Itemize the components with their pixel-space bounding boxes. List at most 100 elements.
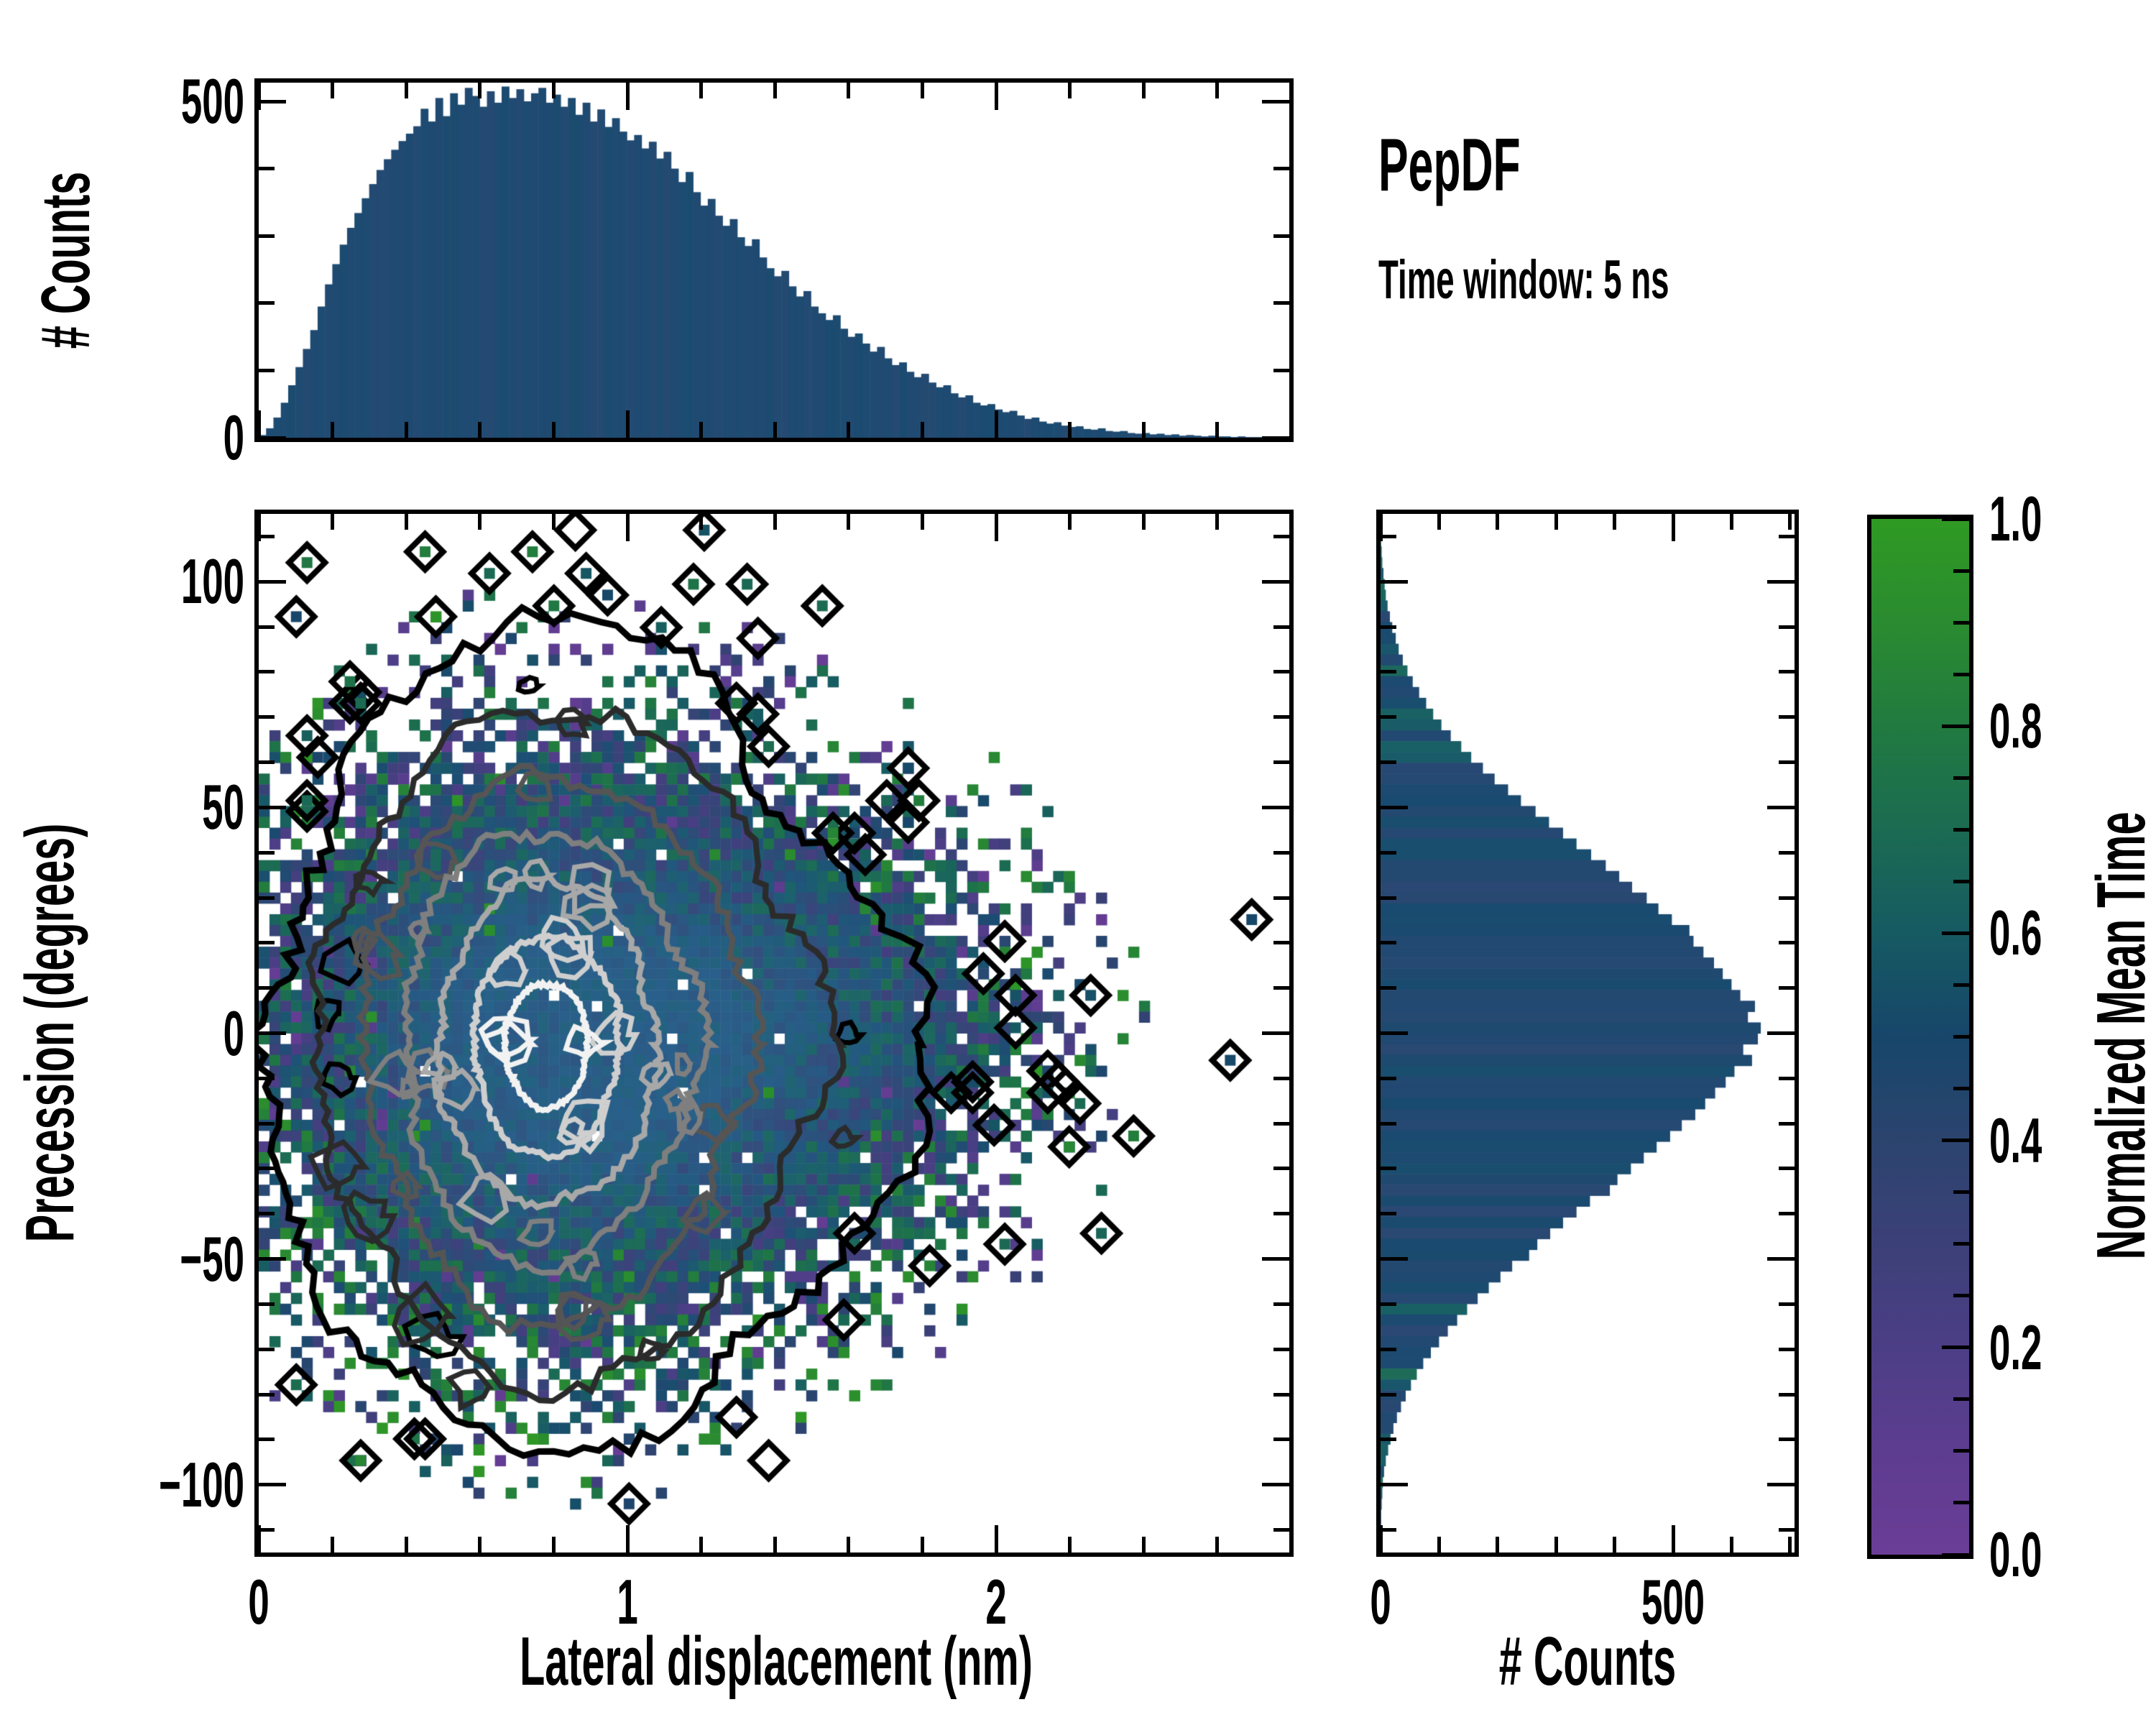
- axis-tick: [847, 514, 850, 530]
- axis-tick: [259, 1302, 275, 1306]
- axis-tick: [847, 83, 850, 98]
- axis-tick: [1942, 1553, 1969, 1557]
- axis-tick: [1381, 1302, 1396, 1306]
- axis-tick: [1068, 1537, 1072, 1552]
- axis-tick: [259, 806, 286, 809]
- axis-tick: [1273, 670, 1289, 673]
- axis-tick: [405, 83, 408, 98]
- axis-tick: [921, 514, 924, 530]
- axis-tick: [1613, 514, 1616, 530]
- axis-tick: [405, 422, 408, 438]
- axis-tick: [259, 670, 275, 673]
- axis-tick: [1381, 670, 1396, 673]
- axis-tick: [1215, 1537, 1219, 1552]
- axis-tick: [331, 422, 334, 438]
- axis-tick: [1953, 1501, 1969, 1504]
- axis-tick: [259, 851, 275, 855]
- axis-tick: [699, 514, 703, 530]
- axis-tick: [1273, 1348, 1289, 1351]
- axis-tick: [1496, 514, 1499, 530]
- axis-tick: [259, 1077, 275, 1080]
- axis-tick: [1381, 1483, 1408, 1486]
- plot-title: PepDF: [1378, 128, 1521, 203]
- axis-tick: [1767, 806, 1795, 809]
- colorbar: [1867, 515, 1973, 1559]
- axis-tick: [699, 1537, 703, 1552]
- axis-tick: [921, 83, 924, 98]
- axis-tick: [1262, 580, 1289, 584]
- tick-label: 1: [617, 1570, 637, 1634]
- tick-label: 1.0: [1989, 487, 2042, 551]
- axis-tick: [1273, 369, 1289, 372]
- axis-tick: [1767, 1483, 1795, 1486]
- axis-tick: [995, 1525, 998, 1552]
- axis-tick: [478, 83, 482, 98]
- axis-tick: [1779, 760, 1795, 764]
- axis-tick: [1953, 1294, 1969, 1297]
- axis-tick: [478, 1537, 482, 1552]
- axis-tick: [1273, 1122, 1289, 1126]
- axis-tick: [626, 410, 630, 438]
- axis-tick: [259, 167, 275, 170]
- axis-tick: [1942, 1346, 1969, 1349]
- axis-tick: [626, 514, 630, 541]
- axis-tick: [1273, 715, 1289, 719]
- axis-tick: [259, 1348, 275, 1351]
- main-xlabel: Lateral displacement (nm): [520, 1627, 1033, 1696]
- axis-tick: [259, 1528, 275, 1532]
- axis-tick: [1262, 100, 1289, 104]
- axis-tick: [1273, 1528, 1289, 1532]
- axis-tick: [259, 436, 286, 440]
- axis-tick: [259, 941, 275, 944]
- axis-tick: [1381, 1031, 1408, 1035]
- axis-tick: [1613, 1537, 1616, 1552]
- tick-label: −50: [115, 1228, 244, 1291]
- axis-tick: [1262, 436, 1289, 440]
- axis-tick: [259, 1257, 286, 1261]
- axis-tick: [1273, 167, 1289, 170]
- tick-label: 500: [1641, 1570, 1705, 1634]
- tick-label: 100: [115, 550, 244, 613]
- axis-tick: [1142, 1537, 1146, 1552]
- axis-tick: [1273, 1302, 1289, 1306]
- axis-tick: [1381, 1257, 1408, 1261]
- axis-tick: [699, 83, 703, 98]
- axis-tick: [1953, 828, 1969, 832]
- axis-tick: [1953, 1242, 1969, 1246]
- axis-tick: [1779, 1302, 1795, 1306]
- axis-tick: [1215, 422, 1219, 438]
- axis-tick: [331, 83, 334, 98]
- axis-tick: [1779, 625, 1795, 629]
- axis-tick: [1142, 83, 1146, 98]
- axis-tick: [1779, 1122, 1795, 1126]
- axis-tick: [1779, 670, 1795, 673]
- axis-tick: [1672, 514, 1675, 541]
- axis-tick: [1381, 851, 1396, 855]
- axis-tick: [259, 760, 275, 764]
- axis-tick: [773, 83, 777, 98]
- axis-tick: [1779, 1212, 1795, 1215]
- axis-tick: [1381, 1167, 1396, 1170]
- tick-label: 0.2: [1989, 1316, 2042, 1379]
- plot-subtitle: Time window: 5 ns: [1378, 253, 1669, 308]
- axis-tick: [1953, 1035, 1969, 1039]
- colorbar-label: Normalized Mean Time: [2087, 811, 2156, 1259]
- axis-tick: [1379, 514, 1383, 541]
- axis-tick: [1953, 1397, 1969, 1401]
- axis-tick: [1381, 1528, 1396, 1532]
- axis-tick: [1381, 1122, 1396, 1126]
- axis-tick: [1942, 724, 1969, 728]
- tick-label: 0: [115, 406, 244, 469]
- axis-tick: [1942, 1138, 1969, 1142]
- axis-tick: [995, 514, 998, 541]
- axis-tick: [1437, 1537, 1441, 1552]
- axis-tick: [259, 1212, 275, 1215]
- axis-tick: [1779, 1528, 1795, 1532]
- axis-tick: [1262, 1257, 1289, 1261]
- axis-tick: [1953, 673, 1969, 676]
- axis-tick: [626, 83, 630, 110]
- axis-tick: [1381, 535, 1396, 538]
- axis-tick: [1437, 514, 1441, 530]
- axis-tick: [1142, 514, 1146, 530]
- axis-tick: [995, 410, 998, 438]
